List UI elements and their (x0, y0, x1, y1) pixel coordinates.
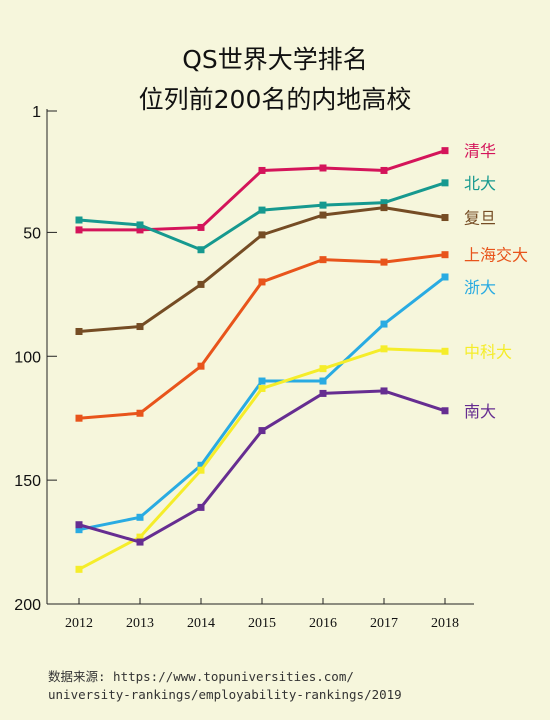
series-label: 北大 (464, 174, 496, 193)
x-tick-label: 2016 (309, 616, 337, 631)
data-point (380, 199, 388, 207)
data-point (380, 345, 388, 353)
series-line (78, 275, 446, 532)
series-label: 浙大 (464, 278, 496, 297)
data-point (319, 377, 327, 385)
data-point (441, 147, 449, 155)
data-point (380, 204, 388, 212)
data-point (197, 246, 205, 254)
data-point (258, 278, 266, 286)
data-point (197, 223, 205, 231)
data-point (441, 179, 449, 187)
chart-title: QS世界大学排名 (182, 45, 368, 74)
data-point (319, 365, 327, 373)
data-point (75, 565, 83, 573)
data-point (319, 201, 327, 209)
y-tick-label: 1 (32, 104, 41, 121)
data-point (136, 409, 144, 417)
data-point (197, 503, 205, 511)
data-point (380, 258, 388, 266)
data-point (75, 414, 83, 422)
data-point (258, 231, 266, 239)
data-point (319, 256, 327, 264)
data-point (441, 214, 449, 222)
series-line (78, 181, 446, 252)
data-point (136, 538, 144, 546)
data-point (75, 526, 83, 534)
data-point (319, 389, 327, 397)
x-tick-label: 2015 (248, 616, 276, 631)
data-point (258, 377, 266, 385)
data-point (258, 166, 266, 174)
series-label: 上海交大 (464, 246, 528, 265)
source-line-1: 数据来源: https://www.topuniversities.com/ (48, 669, 354, 684)
x-tick-label: 2017 (370, 616, 398, 631)
y-tick-label: 100 (14, 349, 41, 366)
data-point (136, 533, 144, 541)
data-point (75, 327, 83, 335)
series-label: 南大 (464, 402, 496, 421)
data-point (441, 251, 449, 259)
data-point (75, 216, 83, 224)
data-point (197, 466, 205, 474)
x-tick-label: 2018 (431, 616, 459, 631)
x-tick-label: 2012 (65, 616, 93, 631)
data-point (197, 280, 205, 288)
series-label: 清华 (464, 142, 496, 161)
data-point (319, 164, 327, 172)
series-line (79, 149, 446, 232)
data-point (75, 521, 83, 529)
y-tick-label: 150 (14, 473, 41, 490)
series-layer (75, 147, 449, 573)
data-point (197, 362, 205, 370)
x-tick-label: 2013 (126, 616, 154, 631)
data-point (380, 387, 388, 395)
series-label: 复旦 (464, 209, 496, 228)
data-point (380, 320, 388, 328)
data-point (380, 166, 388, 174)
y-tick-label: 200 (14, 597, 41, 614)
source-line-2: university-rankings/employability-rankin… (48, 687, 402, 702)
series-line (78, 206, 446, 333)
data-point (441, 407, 449, 415)
data-point (258, 206, 266, 214)
series-label: 中科大 (464, 342, 512, 361)
data-point (75, 226, 83, 234)
data-point (136, 226, 144, 234)
data-point (258, 427, 266, 435)
y-tick-label: 50 (23, 225, 41, 242)
data-point (136, 221, 144, 229)
data-point (319, 211, 327, 219)
data-point (136, 513, 144, 521)
data-point (441, 273, 449, 281)
x-tick-label: 2014 (187, 616, 215, 631)
chart-subtitle: 位列前200名的内地高校 (138, 85, 412, 114)
data-point (258, 384, 266, 392)
data-point (441, 347, 449, 355)
data-point (197, 461, 205, 469)
data-point (136, 323, 144, 331)
